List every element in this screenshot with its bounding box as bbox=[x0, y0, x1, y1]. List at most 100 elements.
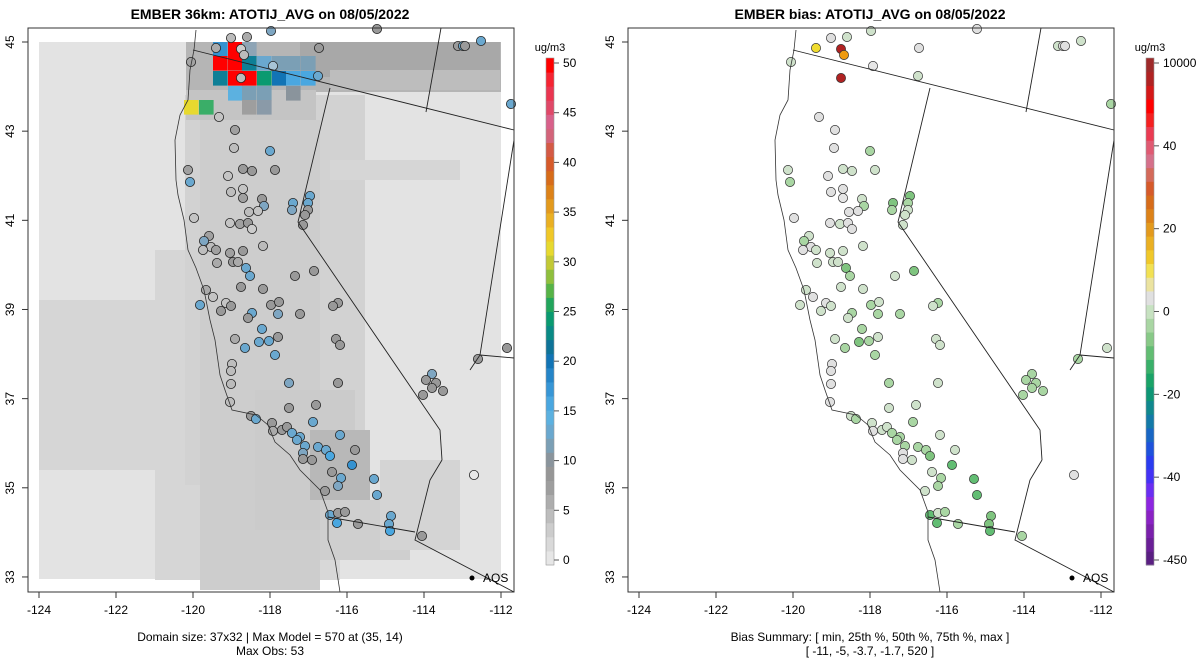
monitor-station bbox=[858, 241, 868, 251]
bias-stations bbox=[783, 24, 1116, 541]
model-panel-title: EMBER 36km: ATOTIJ_AVG on 08/05/2022 bbox=[130, 6, 410, 22]
us-mexico-border bbox=[927, 516, 1016, 533]
colorbar-tick-label: 0 bbox=[563, 553, 570, 567]
monitor-station bbox=[272, 308, 283, 319]
colorbar-swatch bbox=[1146, 441, 1154, 456]
colorbar-swatch bbox=[1146, 181, 1154, 196]
monitor-station bbox=[838, 193, 848, 203]
monitor-station bbox=[197, 244, 208, 255]
monitor-station bbox=[927, 467, 937, 477]
colorbar-swatch bbox=[546, 494, 554, 510]
model-grid-cell bbox=[213, 71, 228, 86]
monitor-station bbox=[1018, 390, 1028, 400]
monitor-station bbox=[194, 299, 205, 310]
colorbar-swatch bbox=[546, 381, 554, 397]
monitor-station bbox=[269, 164, 280, 175]
colorbar-swatch bbox=[1146, 482, 1154, 497]
monitor-station bbox=[237, 192, 248, 203]
monitor-station bbox=[238, 50, 249, 61]
colorbar-swatch bbox=[1146, 332, 1154, 347]
coastline bbox=[174, 29, 341, 593]
monitor-station bbox=[840, 343, 850, 353]
monitor-station bbox=[225, 300, 236, 311]
monitor-station bbox=[475, 36, 486, 47]
colorbar-swatch bbox=[546, 466, 554, 481]
monitor-station bbox=[426, 368, 437, 379]
x-tick-label: -118 bbox=[258, 603, 281, 617]
colorbar-swatch bbox=[1146, 85, 1154, 100]
x-tick-label: -116 bbox=[335, 603, 358, 617]
monitor-station bbox=[228, 142, 239, 153]
monitor-station bbox=[932, 518, 942, 528]
model-grid-cell bbox=[242, 71, 257, 86]
colorbar-swatch bbox=[546, 367, 554, 383]
monitor-station bbox=[940, 507, 950, 517]
monitor-station bbox=[459, 41, 470, 52]
monitor-station bbox=[851, 414, 861, 424]
colorbar-tick-label: 20 bbox=[563, 354, 577, 368]
monitor-station bbox=[253, 336, 264, 347]
colorbar-swatch bbox=[546, 311, 554, 327]
monitor-station bbox=[237, 245, 248, 256]
monitor-station bbox=[184, 176, 195, 187]
monitor-station bbox=[841, 263, 851, 273]
monitor-station bbox=[326, 466, 337, 477]
colorbar-swatch bbox=[1146, 153, 1154, 169]
colorbar-tick-label: 40 bbox=[563, 155, 577, 169]
monitor-station bbox=[823, 171, 833, 181]
id-nv-border bbox=[1025, 27, 1042, 113]
x-tick-label: -116 bbox=[935, 603, 958, 617]
monitor-station bbox=[244, 270, 255, 281]
aqs-marker-icon bbox=[469, 575, 475, 581]
monitor-station bbox=[985, 526, 995, 536]
monitor-station bbox=[349, 444, 360, 455]
monitor-station bbox=[812, 258, 822, 268]
colorbar-swatch bbox=[546, 480, 554, 496]
monitor-station bbox=[829, 143, 839, 153]
colorbar-swatch bbox=[1146, 236, 1154, 251]
colorbar-tick-label: 40 bbox=[1163, 139, 1177, 153]
az-ut-border bbox=[479, 354, 515, 359]
monitor-station bbox=[870, 350, 880, 360]
colorbar-swatch bbox=[1146, 510, 1154, 525]
us-mexico-border bbox=[327, 516, 416, 533]
monitor-station bbox=[914, 43, 924, 53]
monitor-station bbox=[972, 490, 982, 500]
monitor-station bbox=[789, 213, 799, 223]
monitor-station bbox=[866, 26, 876, 36]
monitor-station bbox=[892, 435, 902, 445]
monitor-station bbox=[501, 342, 512, 353]
colorbar-swatch bbox=[546, 410, 554, 425]
colorbar-swatch bbox=[1146, 427, 1154, 443]
colorbar-swatch bbox=[546, 142, 554, 158]
x-tick-label: -124 bbox=[627, 603, 651, 617]
x-tick-label: -114 bbox=[412, 603, 435, 617]
model-grid-cell bbox=[257, 71, 272, 86]
monitor-station bbox=[297, 453, 308, 464]
monitor-station bbox=[895, 309, 905, 319]
monitor-station bbox=[826, 33, 836, 43]
monitor-station bbox=[257, 240, 268, 251]
monitor-station bbox=[972, 24, 982, 34]
monitor-station bbox=[811, 245, 821, 255]
monitor-station bbox=[844, 207, 854, 217]
y-tick-label: 33 bbox=[3, 570, 17, 584]
monitor-station bbox=[225, 365, 236, 376]
colorbar-swatch bbox=[546, 536, 554, 552]
colorbar-swatch bbox=[1146, 222, 1154, 237]
monitor-station bbox=[933, 481, 943, 491]
colorbar-swatch bbox=[1146, 112, 1154, 128]
monitor-station bbox=[907, 455, 917, 465]
monitor-station bbox=[1069, 470, 1079, 480]
y-tick-label: 37 bbox=[603, 392, 617, 406]
monitor-station bbox=[211, 257, 222, 268]
x-tick-label: -124 bbox=[27, 603, 51, 617]
model-grid-cell bbox=[228, 86, 243, 101]
model-grid-cell bbox=[272, 71, 287, 86]
colorbar-swatch bbox=[546, 550, 554, 566]
monitor-station bbox=[240, 262, 251, 273]
monitor-station bbox=[833, 257, 843, 267]
monitor-station bbox=[273, 296, 284, 307]
monitor-station bbox=[310, 399, 321, 410]
monitor-station bbox=[826, 301, 836, 311]
